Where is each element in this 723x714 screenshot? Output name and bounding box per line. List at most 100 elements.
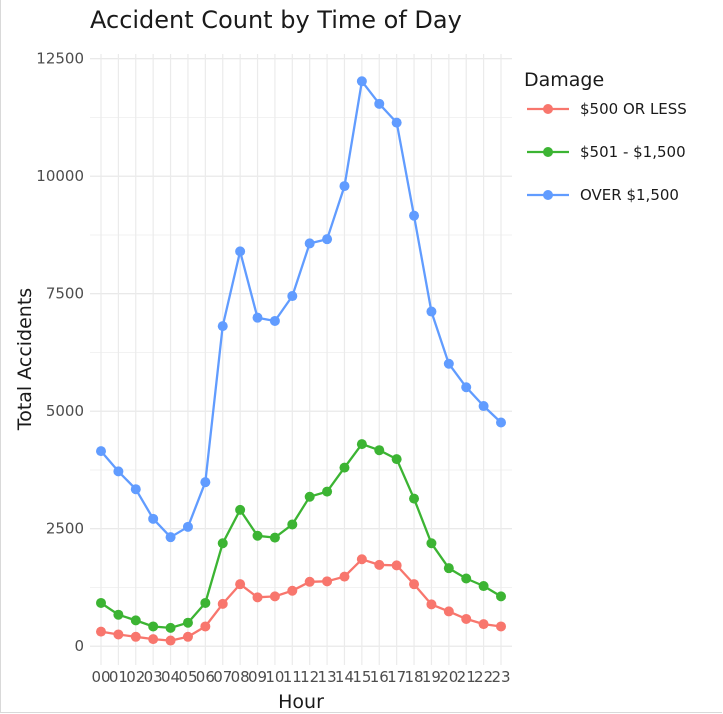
series-lines [96,76,506,646]
legend-label: $501 - $1,500 [580,143,686,161]
y-tick-label: 12500 [36,50,84,68]
data-point [217,598,228,609]
data-point [304,491,315,502]
data-point [443,563,454,574]
data-point [200,597,211,608]
data-point [287,519,298,530]
y-axis-ticks: 0 2500 5000 7500 10000 12500 [36,50,84,656]
data-point [339,571,350,582]
data-point [426,306,437,317]
data-point [96,626,106,637]
series [96,76,506,543]
data-point [252,530,263,541]
data-point [287,291,298,302]
legend-key-point [543,190,553,200]
plot-panel [90,54,512,665]
data-point [113,629,124,640]
data-point [200,477,211,488]
chart-title: Accident Count by Time of Day [90,6,462,34]
data-point [356,439,367,450]
data-point [322,486,333,497]
data-point [478,619,489,630]
x-tick-label: 20 [439,668,458,686]
data-point [461,382,472,393]
x-tick-label: 01 [109,668,128,686]
data-point [391,117,402,128]
data-point [269,532,280,543]
series [96,439,506,633]
gridlines [90,54,512,665]
legend: Damage $500 OR LESS $501 - $1,500 OVER $1,… [524,69,687,204]
data-point [409,493,420,504]
x-axis-ticks: 0001020304050607080910111213141516171819… [91,668,510,686]
legend-item: $501 - $1,500 [527,143,686,161]
x-tick-label: 18 [404,668,423,686]
data-point [478,401,489,412]
data-point [113,466,124,477]
y-tick-label: 5000 [46,402,84,420]
data-point [391,560,402,571]
data-point [235,246,246,257]
data-point [182,631,193,642]
x-tick-label: 06 [196,668,215,686]
x-tick-label: 02 [126,668,145,686]
x-tick-label: 10 [265,668,284,686]
data-point [165,622,176,633]
data-point [426,538,437,549]
data-point [252,312,263,323]
y-tick-label: 10000 [36,167,84,185]
legend-title: Damage [524,69,604,91]
x-tick-label: 19 [422,668,441,686]
data-point [304,576,315,587]
data-point [96,446,106,457]
legend-item: $500 OR LESS [527,100,687,118]
data-point [339,181,350,192]
data-point [478,581,489,592]
data-point [130,484,141,495]
data-point [461,613,472,624]
data-point [165,532,176,543]
legend-item: OVER $1,500 [527,186,679,204]
x-tick-label: 00 [91,668,110,686]
data-point [182,617,193,628]
data-point [148,634,159,645]
x-tick-label: 14 [335,668,354,686]
data-point [130,615,141,626]
data-point [496,621,506,632]
data-point [130,631,141,642]
legend-key-point [543,104,553,114]
data-point [409,579,420,590]
x-tick-label: 16 [370,668,389,686]
data-point [356,554,367,565]
data-point [304,238,315,249]
data-point [269,315,280,326]
data-point [148,621,159,632]
data-point [235,504,246,515]
data-point [165,635,176,646]
data-point [426,599,437,610]
x-axis-title: Hour [278,691,324,713]
x-tick-label: 05 [178,668,197,686]
legend-label: $500 OR LESS [580,100,687,118]
series [96,554,506,646]
x-tick-label: 03 [144,668,163,686]
data-point [200,621,211,632]
x-tick-label: 12 [300,668,319,686]
data-point [496,417,506,428]
data-point [217,538,228,549]
data-point [461,573,472,584]
data-point [356,76,367,87]
x-tick-label: 07 [213,668,232,686]
x-tick-label: 21 [457,668,476,686]
data-point [374,559,385,570]
data-point [287,585,298,596]
data-point [96,597,106,608]
data-point [374,98,385,109]
x-tick-label: 22 [474,668,493,686]
data-point [409,210,420,221]
data-point [322,234,333,245]
data-point [322,576,333,587]
data-point [374,445,385,456]
